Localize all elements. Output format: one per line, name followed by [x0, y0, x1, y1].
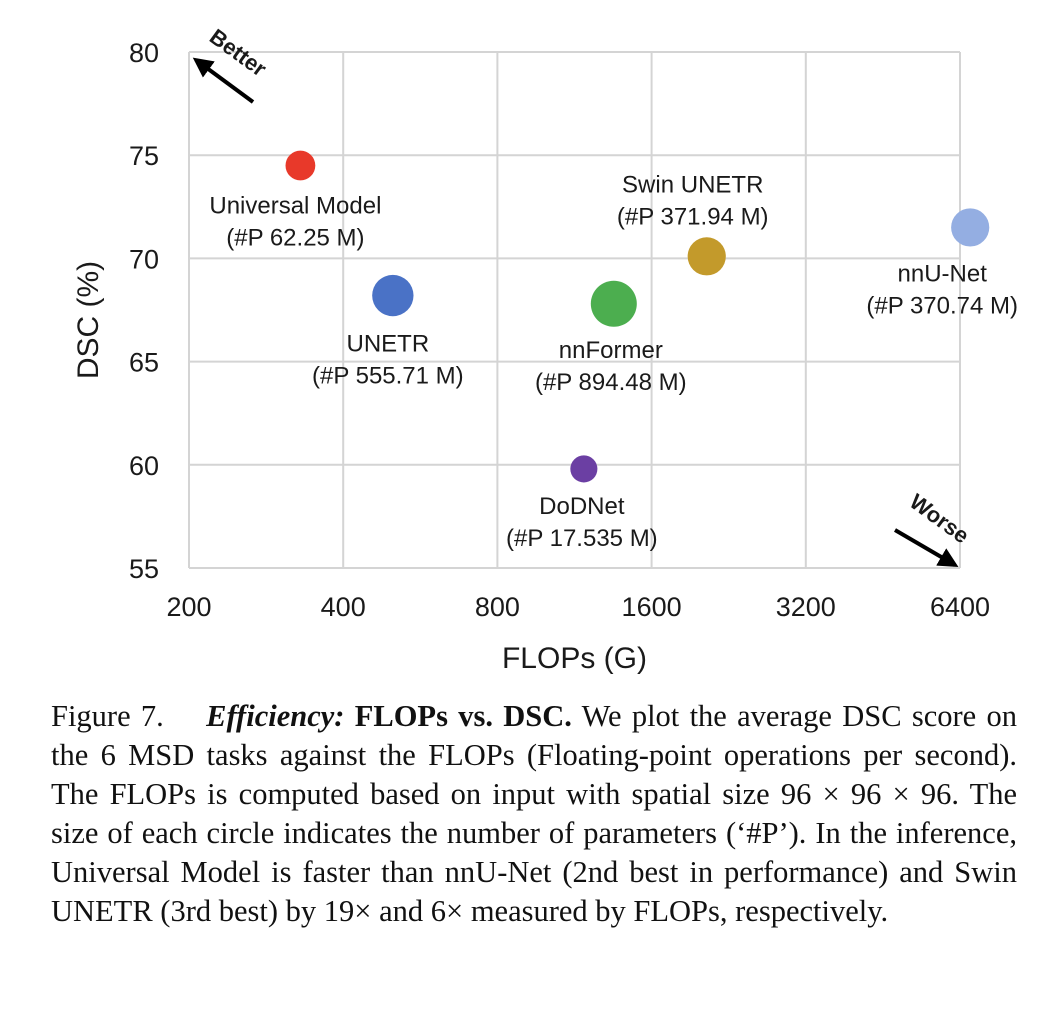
better-arrow — [192, 57, 255, 104]
bubble-params-universal-model: (#P 62.25 M) — [226, 225, 364, 252]
bubble-name-swin-unetr: Swin UNETR — [622, 171, 763, 198]
worse-arrow — [893, 528, 959, 568]
bubble-params-swin-unetr: (#P 371.94 M) — [617, 203, 769, 230]
bubble-name-dodnet: DoDNet — [539, 493, 625, 520]
caption-body: We plot the average DSC score on the 6 M… — [51, 699, 1017, 928]
bubble-nnformer — [590, 280, 637, 327]
caption-title-italic: Efficiency: — [206, 699, 345, 733]
bubble-params-nnu-net: (#P 370.74 M) — [866, 292, 1018, 319]
x-tick-label: 3200 — [776, 592, 836, 622]
x-tick-label: 800 — [475, 592, 520, 622]
x-tick-label: 6400 — [930, 592, 990, 622]
x-tick-label: 1600 — [622, 592, 682, 622]
worse-annotation: Worse — [905, 489, 974, 549]
x-tick-label: 400 — [321, 592, 366, 622]
caption-title-bold: FLOPs vs. DSC. — [354, 699, 572, 733]
y-tick-label: 70 — [129, 244, 159, 274]
bubble-nnu-net — [951, 208, 990, 247]
caption-label: Figure 7. — [51, 699, 164, 733]
chart-area: 200 400 800 1600 3200 6400 55 60 65 70 75 80 FLOPs (… — [72, 24, 1018, 675]
y-tick-label: 75 — [129, 141, 159, 171]
bubble-name-unetr: UNETR — [347, 331, 430, 358]
bubble-params-unetr: (#P 555.71 M) — [312, 363, 464, 390]
x-axis-title: FLOPs (G) — [502, 642, 647, 675]
bubble-name-nnformer: nnFormer — [559, 337, 663, 364]
bubble-params-dodnet: (#P 17.535 M) — [506, 525, 658, 552]
bubble-universal-model — [285, 150, 316, 181]
bubble-dodnet — [570, 455, 598, 483]
scatter-chart: 200 400 800 1600 3200 6400 55 60 65 70 75 80 FLOPs (… — [72, 24, 1018, 675]
y-tick-label: 80 — [129, 38, 159, 68]
bubble-params-nnformer: (#P 894.48 M) — [535, 369, 687, 396]
figure-caption: Figure 7. Efficiency: FLOPs vs. DSC. We … — [51, 697, 1017, 931]
bubble-unetr — [372, 274, 414, 317]
y-tick-label: 65 — [129, 348, 159, 378]
bubble-name-universal-model: Universal Model — [209, 193, 381, 220]
bubble-swin-unetr — [687, 237, 726, 276]
bubble-name-nnu-net: nnU-Net — [898, 260, 988, 287]
x-tick-label: 200 — [166, 592, 211, 622]
y-axis-title: DSC (%) — [72, 261, 105, 379]
y-tick-label: 60 — [129, 451, 159, 481]
y-tick-label: 55 — [129, 554, 159, 584]
